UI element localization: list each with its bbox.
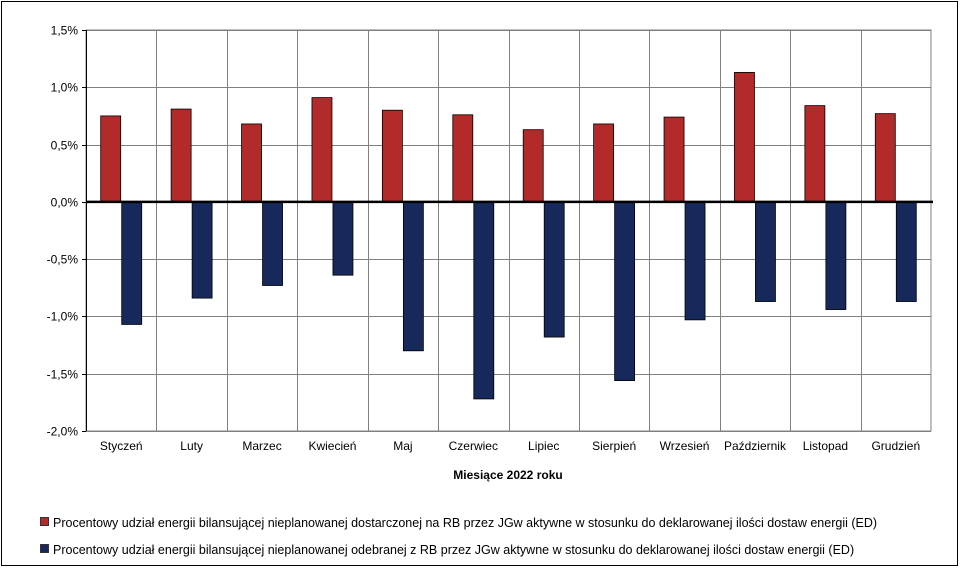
x-tick-label: Marzec [242, 439, 281, 453]
x-tick-label: Luty [180, 439, 203, 453]
bar-delivered-5 [381, 109, 403, 203]
legend-swatch-received [40, 544, 49, 553]
legend-item-delivered: Procentowy udział energii bilansującej n… [40, 516, 877, 530]
bar-delivered-7 [522, 129, 544, 203]
x-tick-label: Maj [393, 439, 412, 453]
bar-delivered-3 [241, 123, 262, 203]
x-tick-label: Czerwiec [449, 439, 498, 453]
x-tick-label: Listopad [803, 439, 848, 453]
bar-received-7 [543, 201, 565, 338]
y-tick-label: 1,0% [51, 81, 79, 95]
bar-received-5 [402, 201, 424, 352]
y-tick-label: 0,0% [51, 196, 79, 210]
bar-chart: 1,5% 1,0% 0,5% 0,0% -0,5% -1,0% -1,5% -2,0% Sty… [47, 24, 933, 482]
bar-received-11 [825, 201, 847, 310]
y-tick-labels: 1,5% 1,0% 0,5% 0,0% -0,5% -1,0% -1,5% -2,0% [47, 24, 79, 439]
x-axis-title: Miesiące 2022 roku [453, 468, 562, 482]
bar-received-6 [473, 201, 495, 400]
axes [82, 30, 933, 432]
bar-received-3 [262, 201, 283, 286]
y-tick-label: -1,5% [47, 368, 79, 382]
bar-received-1 [121, 201, 143, 325]
y-tick-label: -1,0% [47, 310, 79, 324]
x-tick-label: Październik [724, 439, 787, 453]
chart-frame: 1,5% 1,0% 0,5% 0,0% -0,5% -1,0% -1,5% -2,0% Sty… [1, 1, 958, 566]
legend-swatch-delivered [40, 517, 49, 526]
bar-received-12 [895, 201, 917, 302]
x-tick-label: Sierpień [592, 439, 636, 453]
y-tick-label: 0,5% [51, 139, 79, 153]
x-tick-label: Lipiec [528, 439, 559, 453]
legend-label-delivered: Procentowy udział energii bilansującej n… [53, 516, 878, 530]
x-tick-label: Kwiecień [308, 439, 356, 453]
bar-delivered-4 [311, 97, 333, 203]
bar-received-9 [684, 201, 706, 321]
bar-received-10 [755, 201, 776, 302]
y-tick-label: -2,0% [47, 425, 79, 439]
bars [100, 71, 917, 400]
x-tick-label: Styczeń [100, 439, 143, 453]
bar-received-2 [191, 201, 213, 299]
bar-delivered-1 [100, 115, 122, 203]
x-tick-label: Wrzesień [660, 439, 710, 453]
bar-delivered-10 [734, 71, 755, 203]
bar-delivered-6 [452, 114, 474, 203]
bar-delivered-8 [593, 123, 615, 203]
bar-delivered-9 [663, 116, 685, 203]
x-tick-labels: Styczeń Luty Marzec Kwiecień Maj Czerwiec Lipi… [100, 439, 920, 453]
y-tick-label: 1,5% [51, 24, 79, 38]
x-tick-label: Grudzień [871, 439, 920, 453]
legend-label-received: Procentowy udział energii bilansującej n… [53, 543, 855, 557]
bar-received-8 [614, 201, 636, 381]
bar-delivered-2 [170, 108, 192, 203]
bar-delivered-11 [804, 105, 826, 203]
plot-area-border [85, 29, 932, 432]
bar-received-4 [332, 201, 354, 276]
grid-lines [85, 29, 932, 432]
y-tick-label: -0,5% [47, 253, 79, 267]
bar-delivered-12 [874, 113, 896, 203]
legend-item-received: Procentowy udział energii bilansującej n… [40, 543, 854, 557]
